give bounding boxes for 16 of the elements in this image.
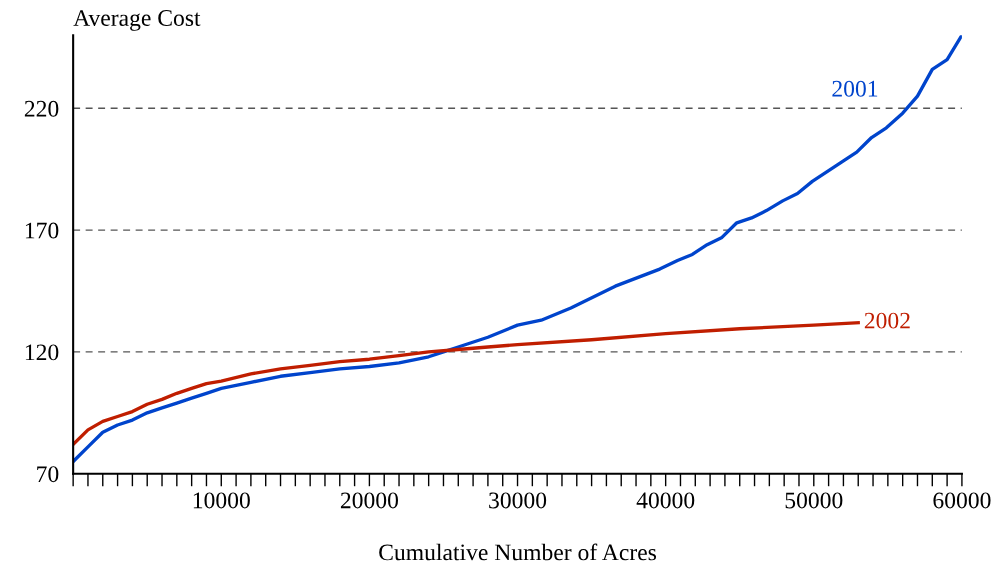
x-tick-label: 10000 [193, 492, 250, 509]
y-tick-label: 220 [24, 100, 59, 117]
series-label: 2002 [864, 312, 910, 329]
line-series [73, 321, 860, 447]
series-label: 2001 [832, 80, 878, 97]
y-axis-title: Average Cost [73, 10, 201, 31]
y-tick-label: 70 [37, 466, 59, 483]
line-series [73, 35, 962, 464]
x-tick-label: 50000 [785, 492, 843, 509]
x-axis-title: Cumulative Number of Acres [379, 543, 657, 561]
y-tick-label: 120 [25, 344, 59, 361]
x-tick-label: 30000 [489, 492, 547, 509]
x-tick-label: 40000 [636, 492, 695, 509]
y-tick-label: 170 [25, 222, 59, 239]
x-tick-label: 20000 [340, 492, 399, 509]
x-tick-label: 60000 [933, 492, 991, 509]
